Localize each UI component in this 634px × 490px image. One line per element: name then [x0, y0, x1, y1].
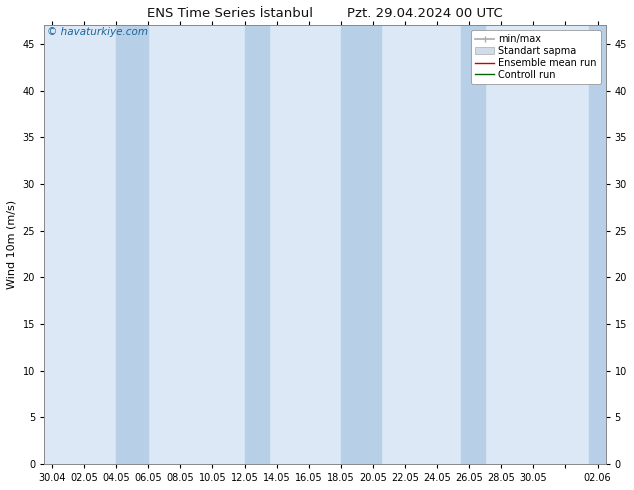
Bar	[461, 25, 485, 464]
Bar	[341, 25, 381, 464]
Bar	[590, 25, 614, 464]
Bar	[116, 25, 148, 464]
Y-axis label: Wind 10m (m/s): Wind 10m (m/s)	[7, 200, 17, 289]
Title: ENS Time Series İstanbul        Pzt. 29.04.2024 00 UTC: ENS Time Series İstanbul Pzt. 29.04.2024…	[147, 7, 503, 20]
Legend: min/max, Standart sapma, Ensemble mean run, Controll run: min/max, Standart sapma, Ensemble mean r…	[471, 30, 600, 84]
Text: © havaturkiye.com: © havaturkiye.com	[47, 27, 148, 37]
Bar	[245, 25, 269, 464]
